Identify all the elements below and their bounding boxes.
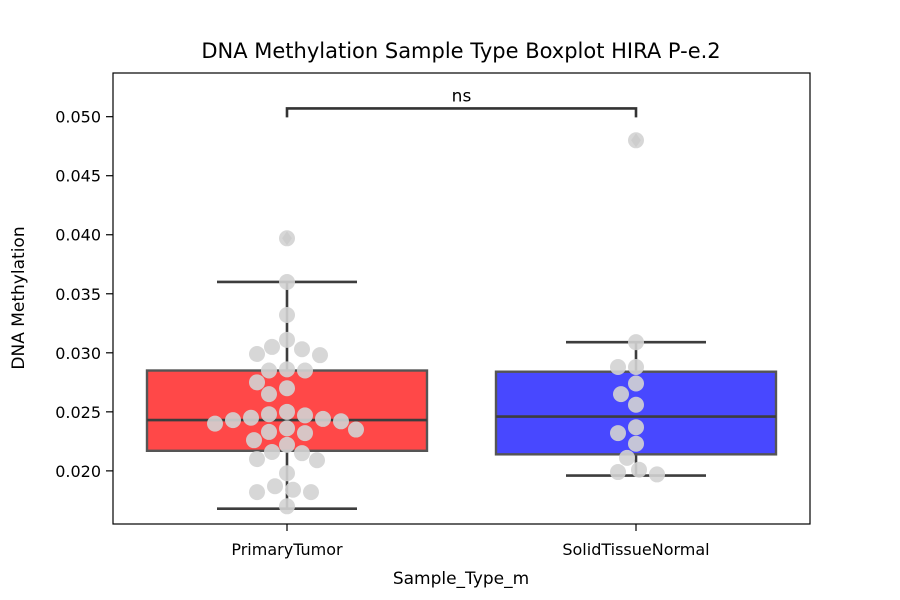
data-point	[267, 478, 283, 495]
data-point	[261, 386, 277, 403]
data-point	[309, 452, 325, 469]
data-point	[297, 407, 313, 424]
data-point	[249, 484, 265, 501]
x-tick-label: SolidTissueNormal	[562, 540, 709, 559]
box-group-SolidTissueNormal	[494, 132, 778, 483]
data-point	[207, 415, 223, 432]
data-point	[261, 423, 277, 440]
data-point	[348, 421, 364, 438]
data-point	[610, 425, 626, 442]
data-point	[249, 345, 265, 362]
data-point	[294, 341, 310, 358]
data-point	[279, 420, 295, 437]
data-point	[279, 273, 295, 290]
data-point	[249, 374, 265, 391]
chart-title: DNA Methylation Sample Type Boxplot HIRA…	[201, 39, 720, 63]
data-point	[631, 461, 647, 478]
data-point	[279, 465, 295, 482]
data-point	[279, 361, 295, 378]
data-point	[285, 481, 301, 498]
x-axis-label: Sample_Type_m	[393, 569, 529, 589]
plot-area: ns	[145, 86, 778, 515]
data-point	[628, 132, 644, 149]
data-point	[249, 451, 265, 468]
data-point	[279, 498, 295, 515]
data-point	[261, 406, 277, 423]
significance-label: ns	[452, 86, 472, 106]
data-point	[628, 419, 644, 436]
data-point	[649, 466, 665, 483]
y-tick-label: 0.050	[55, 108, 101, 127]
axes: 0.020 0.025 0.030 0.035 0.040 0.045 0.050 Prima…	[55, 108, 709, 559]
significance-bracket: ns	[285, 86, 638, 118]
y-tick-label: 0.020	[55, 462, 101, 481]
data-point	[279, 331, 295, 348]
data-point	[246, 432, 262, 449]
data-point	[628, 435, 644, 452]
data-point	[279, 403, 295, 420]
data-point	[264, 443, 280, 460]
y-tick-label: 0.025	[55, 403, 101, 422]
data-point	[315, 410, 331, 427]
y-axis-label: DNA Methylation	[9, 226, 29, 369]
data-point	[619, 449, 635, 466]
data-point	[613, 386, 629, 403]
data-point	[279, 436, 295, 453]
y-tick-label: 0.040	[55, 226, 101, 245]
data-point	[264, 338, 280, 355]
data-point	[628, 396, 644, 413]
plot-frame	[112, 72, 811, 525]
data-point	[333, 413, 349, 430]
data-point	[243, 409, 259, 426]
data-point	[225, 412, 241, 429]
data-point	[628, 334, 644, 351]
data-point	[297, 362, 313, 379]
data-point	[628, 358, 644, 375]
y-tick-label: 0.030	[55, 344, 101, 363]
box-group-PrimaryTumor	[145, 230, 429, 515]
y-tick-label: 0.045	[55, 167, 101, 186]
y-tick-label: 0.035	[55, 285, 101, 304]
data-point	[279, 230, 295, 247]
data-point	[297, 425, 313, 442]
data-point	[279, 307, 295, 324]
data-point	[628, 375, 644, 392]
data-point	[294, 445, 310, 462]
data-point	[261, 362, 277, 379]
data-point	[610, 464, 626, 481]
bracket-line	[285, 107, 638, 118]
x-tick-label: PrimaryTumor	[231, 540, 343, 559]
data-point	[279, 380, 295, 397]
data-point	[312, 347, 328, 364]
data-point	[303, 484, 319, 501]
data-point	[610, 358, 626, 375]
